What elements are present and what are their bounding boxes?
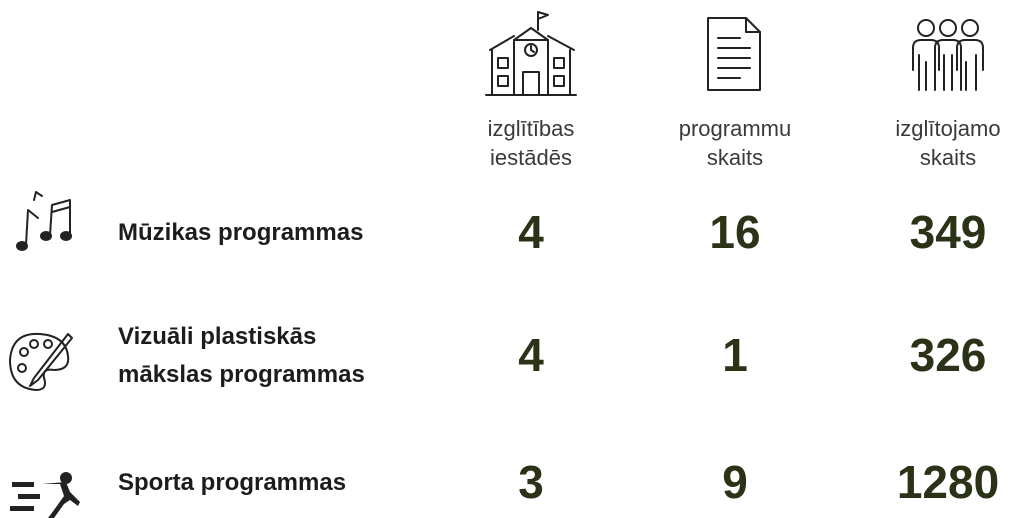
- cell-value: 9: [722, 456, 748, 508]
- cell-value: 3: [518, 456, 544, 508]
- cell-value: 1280: [897, 456, 999, 508]
- cell-value: 326: [910, 329, 987, 381]
- column-header: skaits: [707, 145, 763, 170]
- column-header: iestādēs: [490, 145, 572, 170]
- cell-value: 1: [722, 329, 748, 381]
- music-icon: [16, 191, 72, 251]
- column-header: izglītojamo: [895, 116, 1000, 141]
- row-label: mākslas programmas: [118, 361, 365, 388]
- people-icon: [912, 19, 984, 91]
- cell-value: 4: [518, 329, 544, 381]
- row-label: Vizuāli plastiskās: [118, 323, 316, 350]
- cell-value: 4: [518, 206, 544, 258]
- cell-value: 16: [709, 206, 760, 258]
- column-header: programmu: [679, 116, 791, 141]
- document-icon: [707, 17, 761, 91]
- cell-value: 349: [910, 206, 987, 258]
- palette-icon: [9, 332, 73, 391]
- school-icon: [485, 11, 577, 96]
- row-label: Mūzikas programmas: [118, 219, 363, 246]
- row-label: Sporta programmas: [118, 469, 346, 496]
- runner-icon: [10, 472, 80, 518]
- column-header: skaits: [920, 145, 976, 170]
- column-header: izglītības: [488, 116, 575, 141]
